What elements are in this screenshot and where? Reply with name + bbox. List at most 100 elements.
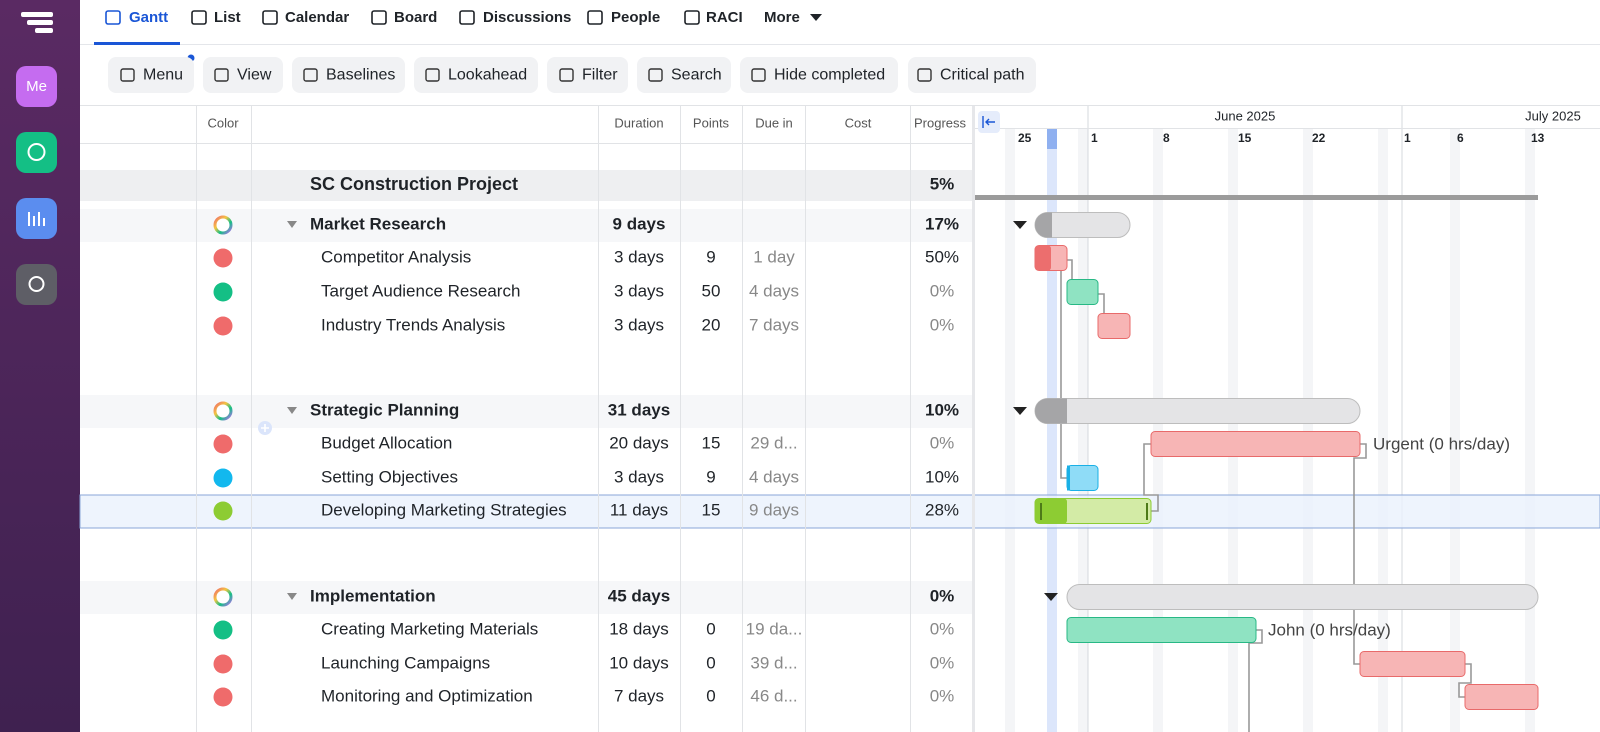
search-icon: [28, 276, 45, 292]
due-in: 9 days: [749, 500, 799, 519]
selected-row: [79, 494, 1600, 529]
toolbar-label: Lookahead: [448, 67, 527, 84]
task-name: Launching Campaigns: [321, 653, 490, 672]
day-label: 1: [1404, 131, 1411, 145]
weekend-band: [1153, 129, 1163, 732]
toolbar-button[interactable]: [637, 57, 731, 93]
tab-label[interactable]: Discussions: [483, 9, 571, 26]
toolbar-button[interactable]: [108, 57, 194, 93]
day-label: 1: [1091, 131, 1098, 145]
summary-bar[interactable]: [1066, 584, 1539, 610]
search-button[interactable]: [16, 264, 57, 305]
tab-label[interactable]: Calendar: [285, 9, 349, 26]
color-ring: [213, 401, 233, 421]
points: 15: [702, 433, 721, 452]
points: 0: [706, 619, 715, 638]
reports-button[interactable]: [16, 198, 57, 239]
chat-icon: [27, 143, 46, 161]
sidebar: [0, 0, 80, 732]
collapse-caret[interactable]: [287, 407, 297, 414]
toolbar-icon: [214, 68, 229, 82]
resize-handle[interactable]: [1146, 503, 1148, 520]
collapse-caret[interactable]: [287, 221, 297, 228]
task-name: Strategic Planning: [310, 400, 459, 419]
progress: 0%: [930, 653, 955, 672]
progress: 50%: [925, 247, 959, 266]
due-in: 4 days: [749, 467, 799, 486]
task-bar[interactable]: [1066, 465, 1099, 491]
color-ring: [213, 587, 233, 607]
task-name: Industry Trends Analysis: [321, 315, 505, 334]
task-name: Budget Allocation: [321, 433, 452, 452]
toolbar-button[interactable]: [908, 57, 1036, 93]
summary-caret[interactable]: [1013, 407, 1027, 415]
task-name: Creating Marketing Materials: [321, 619, 538, 638]
points: 15: [702, 500, 721, 519]
color-dot: [213, 620, 233, 640]
toolbar-button[interactable]: [292, 57, 405, 93]
collapse-caret[interactable]: [287, 593, 297, 600]
tab-icon: [587, 10, 603, 25]
day-label: 15: [1238, 131, 1252, 145]
toolbar-label: Menu: [143, 67, 183, 84]
progress: 0%: [930, 281, 955, 300]
weekend-band: [1078, 129, 1088, 732]
tab-label[interactable]: RACI: [706, 9, 743, 26]
duration: 3 days: [614, 315, 664, 334]
chat-button[interactable]: [16, 132, 57, 173]
progress: 0%: [930, 586, 955, 605]
dependency-link: [1353, 443, 1367, 665]
tab-label[interactable]: More: [764, 9, 800, 26]
logo: [21, 12, 53, 33]
color-dot: [213, 468, 233, 488]
task-bar[interactable]: [1464, 684, 1539, 710]
summary-bar[interactable]: [1034, 398, 1361, 424]
task-bar[interactable]: [1066, 279, 1099, 305]
column-header: Points: [693, 115, 730, 130]
tab-label[interactable]: People: [611, 9, 660, 26]
duration: 9 days: [613, 214, 666, 233]
column-header: Cost: [845, 115, 872, 130]
duration: 31 days: [608, 400, 670, 419]
summary-progress: [1035, 212, 1052, 238]
task-bar[interactable]: [1097, 313, 1131, 339]
toolbar-icon: [751, 68, 766, 82]
color-dot: [213, 501, 233, 521]
task-bar[interactable]: [1359, 651, 1466, 677]
resize-handle[interactable]: [1040, 503, 1042, 520]
task-progress: [1035, 498, 1067, 524]
avatar[interactable]: [16, 66, 57, 107]
tab-label[interactable]: List: [214, 9, 241, 26]
points: 50: [702, 281, 721, 300]
dependency-link: [1060, 258, 1067, 479]
task-bar[interactable]: [1066, 617, 1257, 643]
day-label: 25: [1018, 131, 1032, 145]
progress: 17%: [925, 214, 959, 233]
toolbar-button[interactable]: [414, 57, 538, 93]
progress: 0%: [930, 619, 955, 638]
tab-label[interactable]: Board: [394, 9, 437, 26]
points: 0: [706, 686, 715, 705]
color-ring: [213, 215, 233, 235]
summary-caret[interactable]: [1044, 593, 1058, 601]
toolbar-button[interactable]: [547, 57, 628, 93]
day-label: 13: [1531, 131, 1545, 145]
weekend-band: [1303, 129, 1313, 732]
duration: 11 days: [610, 500, 668, 519]
toolbar-icon: [648, 68, 663, 82]
duration: 45 days: [608, 586, 670, 605]
duration: 3 days: [614, 281, 664, 300]
progress: 0%: [930, 315, 955, 334]
tab-label[interactable]: Gantt: [129, 9, 168, 26]
progress: 10%: [925, 467, 959, 486]
progress: 5%: [930, 174, 955, 193]
task-bar[interactable]: [1150, 431, 1361, 457]
summary-caret[interactable]: [1013, 221, 1027, 229]
toolbar-button[interactable]: [740, 57, 898, 93]
project-row-bg: [80, 170, 973, 201]
column-header: Color: [207, 115, 239, 130]
toolbar-button[interactable]: [203, 57, 283, 93]
points: 9: [706, 467, 715, 486]
today-marker: [1047, 129, 1057, 149]
month-label: July 2025: [1525, 108, 1581, 123]
